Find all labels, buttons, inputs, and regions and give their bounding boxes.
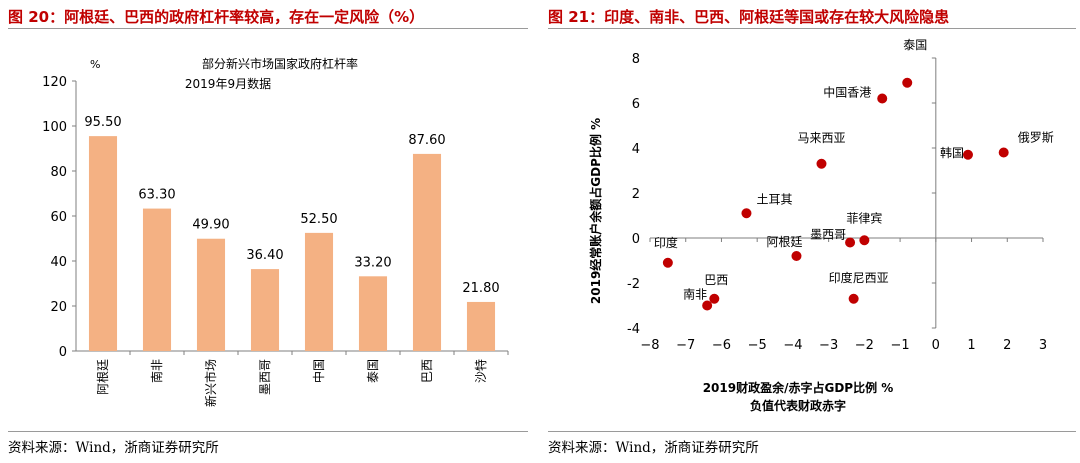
- point-label: 韩国: [940, 145, 964, 160]
- scatter-point: [791, 251, 802, 261]
- scatter-point: [848, 293, 859, 304]
- right-x-axis-subtitle: 负值代表财政赤字: [750, 398, 846, 413]
- right-x-tick-label: −1: [891, 338, 910, 353]
- bar: [250, 269, 280, 351]
- left-chart: % 部分新兴市场国家政府杠杆率 2019年9月数据 0 20 40 60 80 100 12…: [8, 31, 528, 429]
- right-chart-background: [548, 31, 1076, 429]
- right-x-tick-label: 0: [932, 338, 940, 353]
- left-y-tick-label: 100: [42, 120, 67, 135]
- point-label: 阿根廷: [766, 235, 802, 249]
- bar-value-label: 95.50: [84, 115, 121, 130]
- left-y-tick-label: 40: [50, 255, 67, 270]
- left-x-tick-label: 沙特: [473, 359, 488, 383]
- right-source-rule: [548, 431, 1076, 432]
- right-y-axis-title: 2019经常账户余额占GDP比例 %: [588, 118, 603, 304]
- left-x-tick-label: 墨西哥: [258, 359, 272, 395]
- point-label: 中国香港: [823, 85, 871, 100]
- bar: [196, 238, 226, 351]
- right-x-tick-label: 3: [1039, 338, 1047, 353]
- left-y-tick-label: 0: [59, 345, 67, 360]
- point-label: 马来西亚: [797, 131, 845, 145]
- right-y-tick-label: 4: [632, 142, 640, 157]
- left-x-tick-label: 巴西: [420, 359, 434, 383]
- scatter-point: [816, 158, 827, 169]
- point-label: 菲律宾: [846, 210, 882, 225]
- left-chart-subtitle: 2019年9月数据: [185, 76, 271, 91]
- left-title-rule: [8, 28, 528, 29]
- left-x-tick-label: 泰国: [366, 359, 380, 383]
- right-y-tick-label: 8: [632, 52, 640, 67]
- bar-value-label: 36.40: [246, 248, 283, 263]
- scatter-point: [859, 235, 870, 246]
- scatter-point: [662, 257, 673, 268]
- right-chart-svg: -4 -2 0 2 4 6 8 −8 −7 −6 −5 −4 −3 −2 −1 0 1 2 3 泰国中国香港马来西亚…: [548, 31, 1076, 429]
- right-x-axis-title: 2019财政盈余/赤字占GDP比例 %: [703, 380, 894, 395]
- left-chart-svg: % 部分新兴市场国家政府杠杆率 2019年9月数据 0 20 40 60 80 100 12…: [8, 31, 528, 429]
- point-label: 泰国: [903, 38, 927, 52]
- bar: [358, 276, 388, 351]
- left-x-tick-label: 南非: [149, 359, 164, 383]
- scatter-point: [962, 149, 973, 160]
- bar-value-label: 33.20: [354, 255, 391, 270]
- right-x-tick-label: −2: [855, 338, 874, 353]
- right-y-tick-label: 0: [632, 232, 640, 247]
- right-source-note: 资料来源：Wind，浙商证券研究所: [548, 440, 759, 456]
- left-y-unit: %: [90, 58, 100, 71]
- right-x-tick-label: 2: [1003, 338, 1011, 353]
- bar-value-label: 21.80: [462, 281, 499, 296]
- right-title-rule: [548, 28, 1076, 29]
- scatter-point: [702, 300, 713, 311]
- right-figure-title: 图 21：印度、南非、巴西、阿根廷等国或存在较大风险隐患: [548, 8, 950, 26]
- scatter-point: [998, 147, 1009, 158]
- right-x-tick-label: −3: [819, 338, 838, 353]
- right-x-tick-label: −4: [783, 338, 802, 353]
- left-figure-title: 图 20：阿根廷、巴西的政府杠杆率较高，存在一定风险（%）: [8, 8, 425, 26]
- bar: [142, 208, 172, 351]
- bar: [304, 232, 334, 351]
- bar: [412, 153, 442, 351]
- right-x-tick-label: −8: [640, 338, 659, 353]
- left-x-tick-label: 新兴市场: [203, 359, 218, 407]
- scatter-point: [877, 93, 888, 104]
- point-label: 印度尼西亚: [829, 270, 889, 285]
- scatter-point: [902, 77, 913, 88]
- bar-value-label: 87.60: [408, 133, 445, 148]
- bar: [466, 301, 496, 351]
- scatter-point: [845, 237, 856, 248]
- left-x-tick-label: 阿根廷: [96, 359, 110, 395]
- right-x-tick-label: −7: [676, 338, 695, 353]
- left-source-rule: [8, 431, 528, 432]
- left-y-tick-label: 60: [50, 210, 67, 225]
- bar-value-label: 49.90: [192, 218, 229, 233]
- bar-value-label: 52.50: [300, 212, 337, 227]
- point-label: 墨西哥: [810, 228, 846, 242]
- right-y-tick-label: 2: [632, 187, 640, 202]
- scatter-point: [709, 293, 720, 304]
- right-y-tick-label: -2: [627, 277, 640, 292]
- left-y-tick-label: 120: [42, 75, 67, 90]
- left-chart-title: 部分新兴市场国家政府杠杆率: [202, 56, 358, 71]
- right-chart: -4 -2 0 2 4 6 8 −8 −7 −6 −5 −4 −3 −2 −1 0 1 2 3 泰国中国香港马来西亚…: [548, 31, 1076, 429]
- scatter-point: [741, 208, 752, 219]
- left-source-note: 资料来源：Wind，浙商证券研究所: [8, 440, 219, 456]
- right-x-tick-label: 1: [967, 338, 975, 353]
- point-label: 俄罗斯: [1018, 131, 1054, 145]
- right-y-tick-label: 6: [632, 97, 640, 112]
- right-x-tick-label: −6: [712, 338, 731, 353]
- point-label: 巴西: [704, 273, 728, 287]
- bar: [88, 136, 118, 351]
- point-label: 土耳其: [756, 192, 792, 206]
- left-y-tick-label: 80: [50, 165, 67, 180]
- left-y-tick-label: 20: [50, 300, 67, 315]
- point-label: 南非: [683, 287, 707, 302]
- right-y-tick-label: -4: [627, 322, 640, 337]
- left-x-tick-label: 中国: [311, 359, 326, 383]
- point-label: 印度: [654, 235, 678, 250]
- bar-value-label: 63.30: [138, 188, 175, 203]
- right-x-tick-label: −5: [748, 338, 767, 353]
